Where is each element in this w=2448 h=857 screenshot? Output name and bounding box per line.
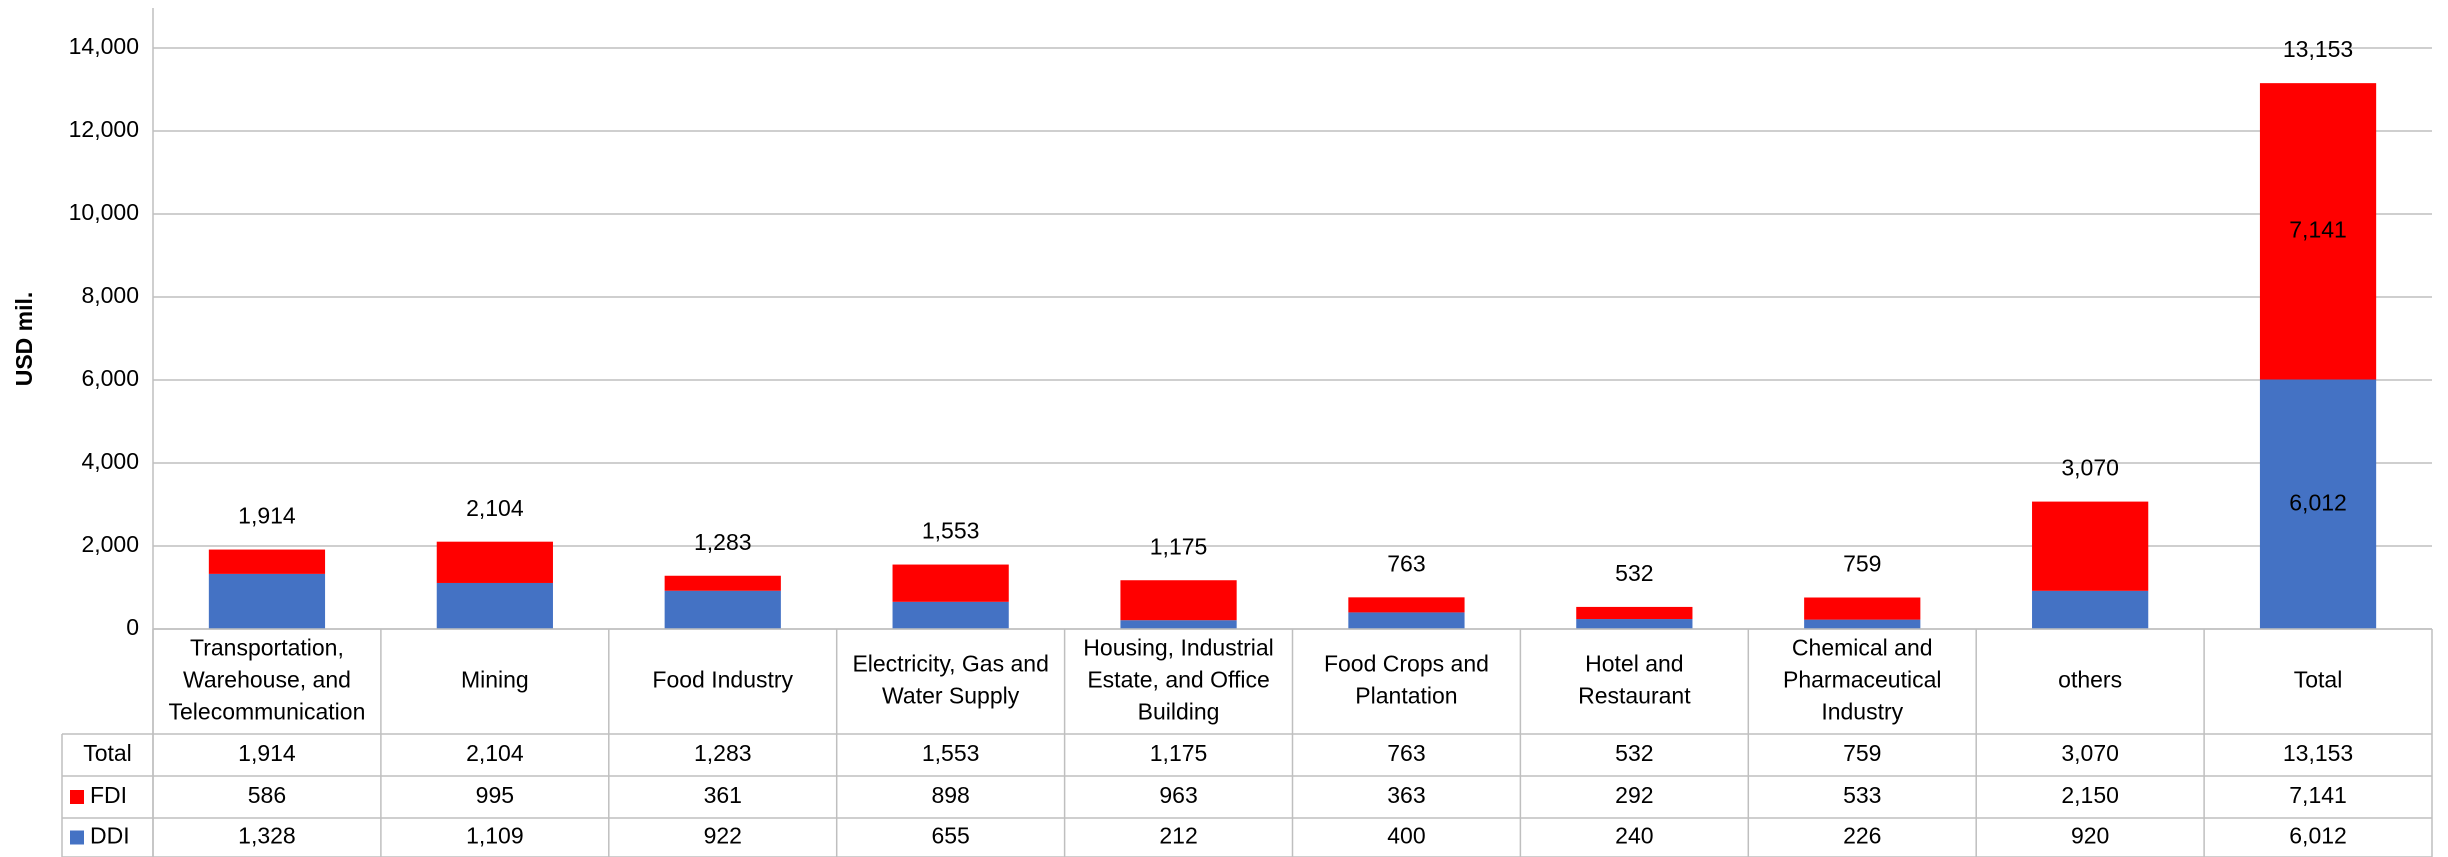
table-cell: 759: [1843, 740, 1881, 766]
category-label: Chemical and Pharmaceutical Industry: [1783, 635, 1942, 725]
table-cell: 963: [1159, 782, 1197, 808]
table-cell: 533: [1843, 782, 1881, 808]
bar-segment: [2259, 83, 2377, 380]
category-label: Hotel and Restaurant: [1578, 651, 1691, 709]
y-tick-label: 4,000: [81, 448, 139, 474]
category-label: others: [2058, 667, 2122, 693]
y-tick-label: 6,000: [81, 365, 139, 391]
total-label: 13,153: [2283, 36, 2353, 62]
total-label: 3,070: [2061, 455, 2119, 481]
bar-segment: [892, 601, 1009, 629]
bar-segment: [664, 590, 781, 629]
table-cell: 361: [704, 782, 742, 808]
y-tick-label: 2,000: [81, 531, 139, 557]
category-label: Mining: [461, 667, 529, 693]
table-cell: 2,150: [2061, 782, 2119, 808]
bar-segment: [2032, 501, 2149, 591]
bar-segment: [892, 564, 1009, 602]
table-cell: 1,914: [238, 740, 296, 766]
bar-segment: [2259, 379, 2377, 629]
bar-segment: [1348, 612, 1465, 629]
table-cell: 1,328: [238, 823, 296, 849]
bar-segment: [1120, 620, 1237, 629]
table-cell: 400: [1387, 823, 1425, 849]
segment-label: 7,141: [2289, 216, 2347, 242]
table-cell: 226: [1843, 823, 1881, 849]
bar-segment: [2032, 590, 2149, 629]
table-cell: 920: [2071, 823, 2109, 849]
bar-segment: [1804, 619, 1921, 629]
table-cell: 532: [1615, 740, 1653, 766]
total-label: 1,914: [238, 503, 296, 529]
category-label: Transportation, Warehouse, and Telecommuni…: [169, 635, 366, 725]
table-cell: 763: [1387, 740, 1425, 766]
bar-segment: [208, 573, 326, 629]
row-header: Total: [83, 740, 132, 766]
category-label: Electricity, Gas and Water Supply: [852, 651, 1048, 709]
category-label: Food Crops and Plantation: [1324, 651, 1489, 709]
bar-segment: [1804, 597, 1921, 620]
table-cell: 655: [931, 823, 969, 849]
total-label: 1,553: [922, 518, 980, 544]
segment-label: 6,012: [2289, 489, 2347, 515]
bar-segment: [436, 582, 553, 629]
total-label: 759: [1843, 551, 1881, 577]
y-axis-label: USD mil.: [11, 292, 37, 387]
bar-segment: [1576, 619, 1693, 629]
bar-segment: [1348, 597, 1465, 613]
bar-segment: [436, 541, 553, 583]
table-cell: 212: [1159, 823, 1197, 849]
table-cell: 292: [1615, 782, 1653, 808]
bar-segment: [1576, 606, 1693, 620]
legend-label: FDI: [90, 782, 127, 808]
total-label: 532: [1615, 560, 1653, 586]
total-label: 1,175: [1150, 533, 1208, 559]
total-label: 763: [1387, 550, 1425, 576]
bar-segment: [664, 575, 781, 591]
table-cell: 7,141: [2289, 782, 2347, 808]
y-tick-label: 8,000: [81, 282, 139, 308]
bar-segment: [208, 549, 326, 574]
y-tick-label: 0: [126, 614, 139, 640]
table-cell: 898: [931, 782, 969, 808]
table-cell: 2,104: [466, 740, 524, 766]
table-cell: 586: [248, 782, 286, 808]
total-label: 2,104: [466, 495, 524, 521]
y-tick-label: 14,000: [69, 33, 139, 59]
total-label: 1,283: [694, 529, 752, 555]
table-cell: 922: [704, 823, 742, 849]
legend-swatch: [70, 790, 84, 804]
table-cell: 3,070: [2061, 740, 2119, 766]
table-cell: 1,283: [694, 740, 752, 766]
table-cell: 1,175: [1150, 740, 1208, 766]
category-label: Food Industry: [652, 667, 793, 693]
category-label: Housing, Industrial Estate, and Office Bui…: [1083, 635, 1274, 725]
category-label: Total: [2294, 667, 2343, 693]
table-cell: 1,553: [922, 740, 980, 766]
table-cell: 363: [1387, 782, 1425, 808]
table-cell: 995: [476, 782, 514, 808]
bar-segment: [1120, 580, 1237, 621]
y-tick-label: 12,000: [69, 116, 139, 142]
table-cell: 240: [1615, 823, 1653, 849]
table-cell: 6,012: [2289, 823, 2347, 849]
legend-label: DDI: [90, 823, 130, 849]
y-tick-label: 10,000: [69, 199, 139, 225]
legend-swatch: [70, 830, 84, 845]
table-cell: 13,153: [2283, 740, 2353, 766]
table-cell: 1,109: [466, 823, 524, 849]
